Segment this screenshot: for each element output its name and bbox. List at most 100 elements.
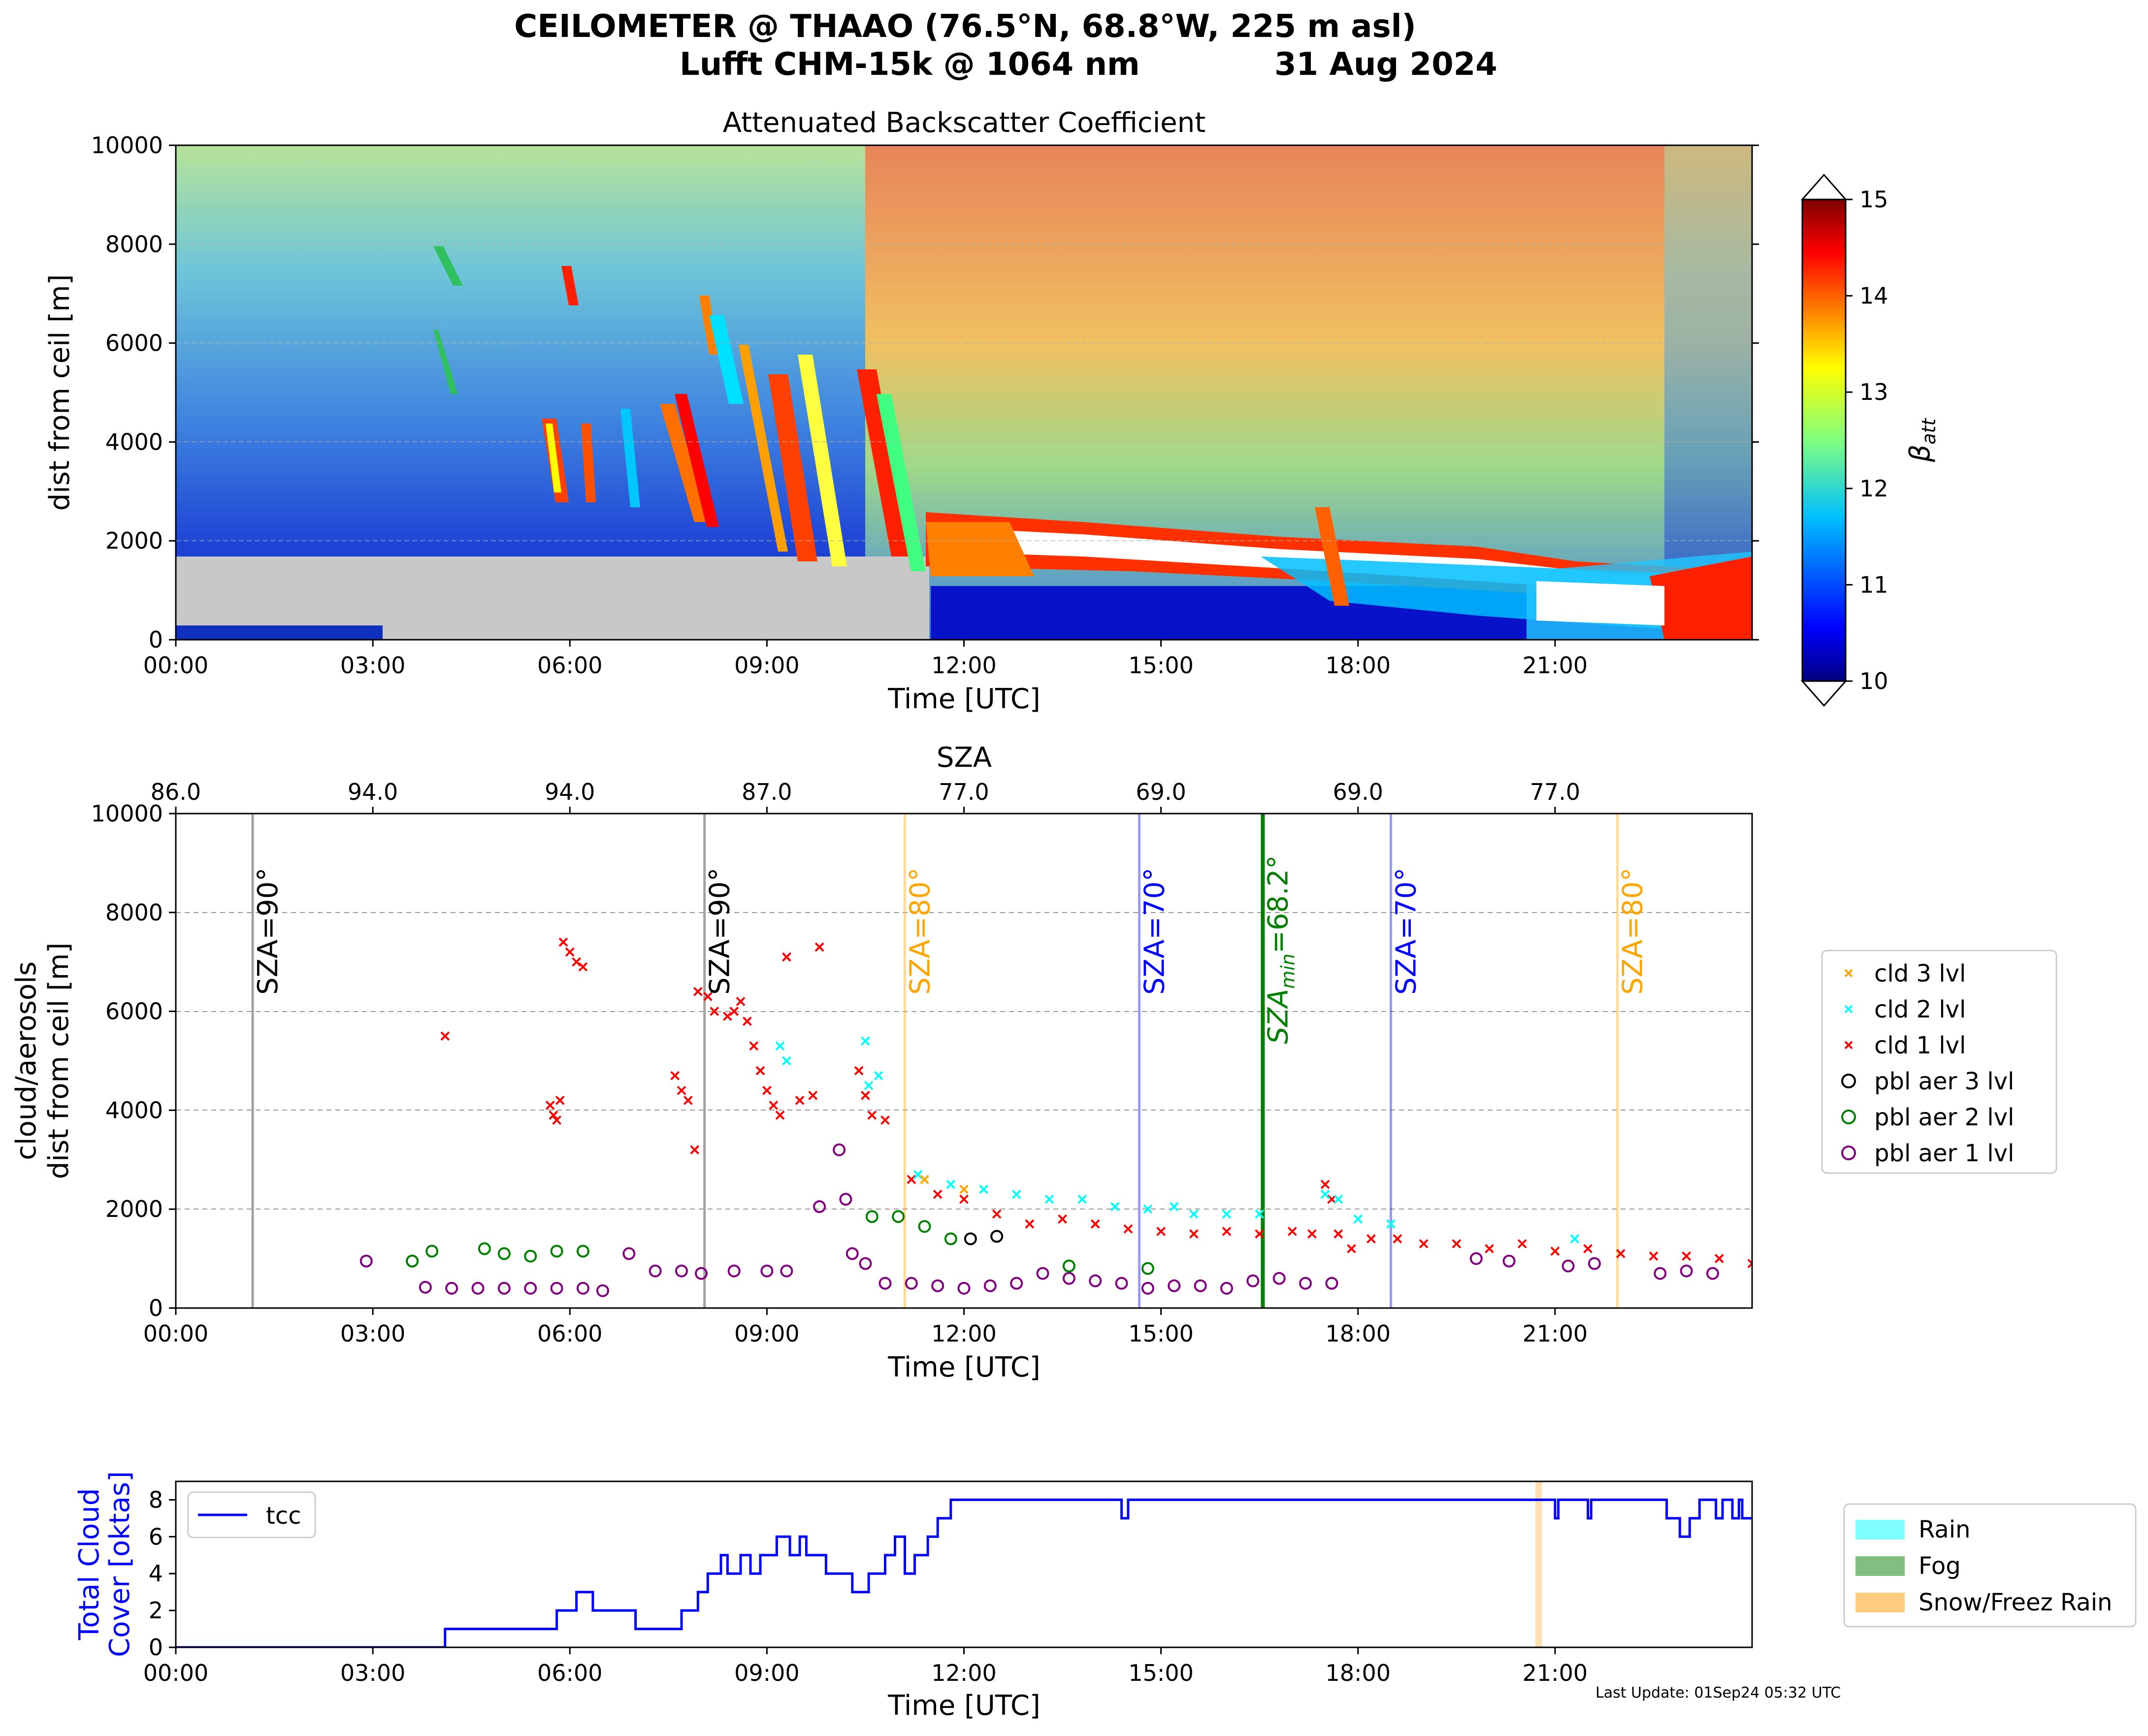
x-tick-label: 21:00 bbox=[1523, 652, 1588, 679]
cloud-marker bbox=[775, 1111, 785, 1120]
cloud-marker bbox=[555, 1095, 565, 1105]
cloud-aerosol-legend: cld 3 lvl cld 2 lvl cld 1 lvl pbl aer 3 lvl… bbox=[1821, 950, 2057, 1174]
legend-marker bbox=[1844, 1005, 1853, 1014]
aerosol-marker bbox=[1115, 1277, 1128, 1290]
aerosol-marker bbox=[478, 1242, 491, 1255]
cloud-marker bbox=[880, 1115, 890, 1125]
x-tick-label: 00:00 bbox=[143, 1660, 209, 1686]
backscatter-ylabel: dist from ceil [m] bbox=[44, 274, 76, 511]
cloud-marker bbox=[1123, 1224, 1133, 1234]
legend-marker bbox=[1841, 1110, 1856, 1124]
aerosol-marker bbox=[727, 1264, 741, 1277]
figure-title-line2-left: Lufft CHM-15k @ 1064 nm bbox=[680, 46, 1140, 83]
y-tick-label: 6000 bbox=[105, 330, 163, 357]
fall-streaks bbox=[433, 246, 926, 571]
tcc-line bbox=[176, 1498, 1752, 1647]
colorbar-label: βatt bbox=[1904, 417, 1940, 462]
cloud-marker bbox=[1346, 1244, 1356, 1253]
cloud-marker bbox=[1044, 1194, 1054, 1204]
precip-band bbox=[1535, 1481, 1542, 1647]
cloud-marker bbox=[1255, 1229, 1265, 1239]
colorbar-extend-top bbox=[1800, 173, 1848, 200]
legend-marker bbox=[1841, 1146, 1856, 1160]
aerosol-marker bbox=[576, 1245, 589, 1258]
tcc-legend-label: tcc bbox=[266, 1502, 301, 1530]
cloud-marker bbox=[749, 1041, 759, 1051]
cloud-aerosol-grid bbox=[176, 912, 1752, 1210]
aerosol-marker bbox=[1246, 1274, 1260, 1287]
cloud-marker bbox=[1367, 1234, 1376, 1244]
figure-title-line1: CEILOMETER @ THAAO (76.5°N, 68.8°W, 225 … bbox=[514, 8, 1416, 45]
x-tick-label: 09:00 bbox=[734, 1320, 800, 1347]
colorbar-extend-bottom bbox=[1800, 680, 1848, 707]
x-tick-label: 09:00 bbox=[734, 1660, 800, 1686]
cloud-marker bbox=[1649, 1251, 1659, 1261]
cloud-marker bbox=[1320, 1179, 1330, 1189]
x-tick-label: 09:00 bbox=[734, 652, 800, 679]
sza-line-label: SZA=90° bbox=[252, 868, 284, 995]
sza-tick-label: 87.0 bbox=[742, 779, 792, 805]
cloud-marker bbox=[979, 1184, 988, 1194]
aerosol-marker bbox=[359, 1254, 373, 1268]
x-tick-label: 15:00 bbox=[1128, 1660, 1194, 1686]
aerosol-marker bbox=[813, 1200, 826, 1213]
cloud-marker bbox=[861, 1090, 870, 1100]
x-tick-label: 06:00 bbox=[537, 1320, 603, 1347]
x-tick-label: 12:00 bbox=[931, 652, 997, 679]
y-tick-label: 8000 bbox=[105, 231, 163, 258]
aerosol-marker bbox=[406, 1254, 419, 1268]
x-tick-label: 12:00 bbox=[931, 1320, 997, 1347]
aerosol-marker bbox=[1325, 1277, 1338, 1290]
colorbar: 10 11 12 13 14 15 βatt bbox=[1800, 173, 1940, 707]
aerosol-marker bbox=[839, 1193, 852, 1206]
cloud-marker bbox=[677, 1085, 686, 1095]
x-tick-label: 06:00 bbox=[537, 1660, 603, 1686]
cloud-marker bbox=[690, 1145, 700, 1155]
tcc-frame bbox=[175, 1480, 1753, 1648]
sza-line-label: SZA=90° bbox=[704, 868, 736, 995]
sza-line-label: SZA=80° bbox=[904, 868, 936, 995]
sza-line-label: SZAmin=68.2° bbox=[1262, 855, 1299, 1045]
tcc-legend-box bbox=[187, 1491, 316, 1539]
aerosol-marker bbox=[780, 1264, 793, 1277]
cloud-marker bbox=[670, 1071, 680, 1081]
cloud-marker bbox=[1287, 1226, 1297, 1236]
cloud-marker bbox=[808, 1090, 818, 1100]
cloud-marker bbox=[1517, 1239, 1527, 1248]
cloud-marker bbox=[1419, 1239, 1429, 1248]
backscatter-x-ticks: 00:00 03:00 06:00 09:00 12:00 15:00 18:00 21:00 bbox=[143, 640, 1588, 679]
x-tick-label: 03:00 bbox=[340, 1660, 406, 1686]
precip-legend-label: Rain bbox=[1919, 1516, 1970, 1543]
cloud-marker bbox=[742, 1016, 752, 1026]
aerosol-marker bbox=[990, 1230, 1004, 1243]
colorbar-bar bbox=[1801, 198, 1847, 682]
precip-legend-box bbox=[1843, 1503, 2137, 1628]
x-tick-label: 18:00 bbox=[1325, 1320, 1391, 1347]
cloud-marker bbox=[565, 947, 575, 957]
y-tick-label: 8 bbox=[149, 1486, 163, 1513]
cloud-marker bbox=[1334, 1194, 1343, 1204]
cloud-marker bbox=[854, 1066, 864, 1076]
y-tick-label: 4000 bbox=[105, 1097, 163, 1123]
last-update: Last Update: 01Sep24 05:32 UTC bbox=[1595, 1684, 1841, 1702]
aerosol-marker bbox=[1141, 1262, 1154, 1275]
cloud-marker bbox=[762, 1085, 772, 1095]
y-tick-label: 6 bbox=[149, 1523, 163, 1550]
tcc-y-ticks: 0 2 4 6 8 bbox=[149, 1486, 176, 1661]
cloud-marker bbox=[874, 1071, 883, 1081]
y-tick-label: 4000 bbox=[105, 428, 163, 455]
sza-axis-label: SZA bbox=[937, 742, 992, 774]
cloud-aerosol-ylabel-line2: dist from ceil [m] bbox=[43, 943, 75, 1179]
cloud-marker bbox=[549, 1111, 558, 1120]
x-tick-label: 12:00 bbox=[931, 1660, 997, 1686]
sza-line-label: SZA=70° bbox=[1139, 868, 1171, 995]
aerosol-marker bbox=[1680, 1264, 1693, 1277]
aerosol-marker bbox=[1502, 1254, 1516, 1268]
cloud-marker bbox=[1143, 1204, 1153, 1214]
aerosol-marker bbox=[1194, 1279, 1207, 1292]
cloud-marker bbox=[1747, 1259, 1752, 1269]
aerosol-marker bbox=[1706, 1267, 1719, 1280]
cloud-marker bbox=[545, 1100, 555, 1110]
legend-label: cld 3 lvl bbox=[1874, 960, 1966, 987]
cloud-marker bbox=[1393, 1234, 1402, 1244]
